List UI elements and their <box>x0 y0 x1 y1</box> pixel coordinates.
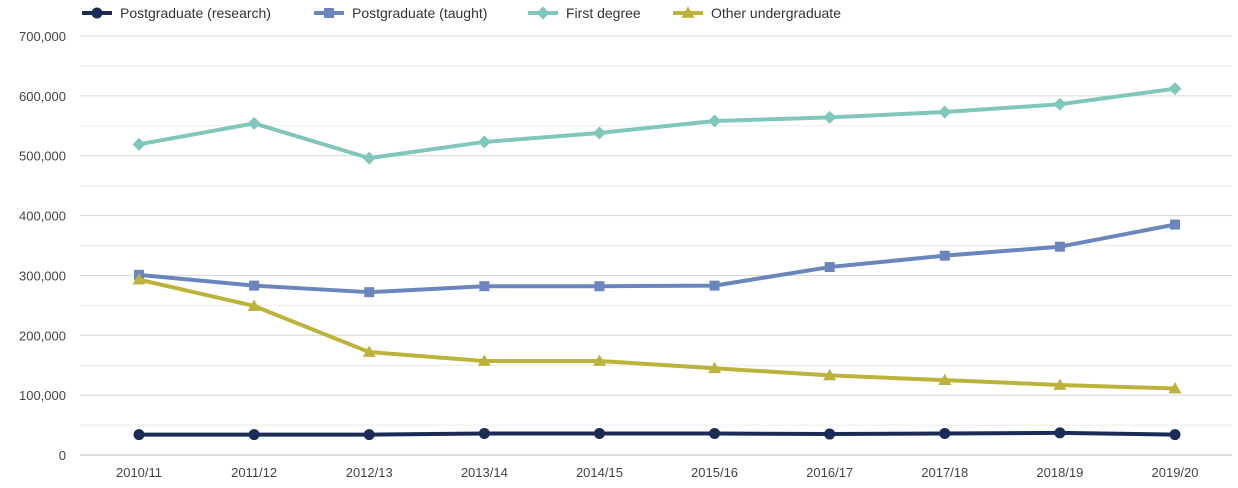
data-point <box>1053 378 1067 390</box>
x-tick-label: 2016/17 <box>806 465 853 480</box>
x-tick-label: 2015/16 <box>691 465 738 480</box>
x-tick-label: 2013/14 <box>461 465 508 480</box>
legend-label: Postgraduate (taught) <box>352 5 487 21</box>
y-tick-label: 100,000 <box>19 388 66 403</box>
data-point <box>362 345 376 357</box>
y-tick-label: 600,000 <box>19 89 66 104</box>
legend-marker <box>324 8 334 18</box>
data-point <box>824 428 836 440</box>
data-point <box>1168 82 1182 96</box>
legend-marker <box>536 6 550 20</box>
y-tick-label: 700,000 <box>19 29 66 44</box>
data-point <box>938 105 952 119</box>
gridlines <box>80 35 1232 456</box>
x-tick-label: 2018/19 <box>1036 465 1083 480</box>
y-tick-label: 200,000 <box>19 328 66 343</box>
series-first-degree <box>132 82 1182 165</box>
data-point <box>709 280 720 291</box>
data-point <box>248 429 260 441</box>
x-tick-label: 2019/20 <box>1152 465 1199 480</box>
data-point <box>1169 429 1181 441</box>
legend-marker <box>91 7 103 19</box>
series-postgraduate-research <box>133 427 1181 441</box>
series-other-undergraduate <box>132 273 1182 394</box>
data-point <box>1054 241 1065 252</box>
data-point <box>1168 382 1182 394</box>
data-point <box>479 281 490 292</box>
y-axis: 0 100,000 200,000 300,000 400,000 500,000 600,… <box>19 29 66 463</box>
data-point <box>593 427 605 439</box>
series-postgraduate-taught <box>134 219 1180 298</box>
data-point <box>249 280 260 291</box>
data-point <box>363 429 375 441</box>
x-tick-label: 2011/12 <box>231 465 277 480</box>
series-lines <box>132 82 1182 441</box>
legend-item: Postgraduate (research) <box>82 5 271 21</box>
x-tick-label: 2010/11 <box>116 465 162 480</box>
y-tick-label: 500,000 <box>19 149 66 164</box>
data-point <box>823 368 837 381</box>
data-point <box>709 427 721 439</box>
data-point <box>364 287 375 298</box>
data-point <box>477 135 491 149</box>
data-point <box>592 354 606 366</box>
data-point <box>823 110 837 124</box>
data-point <box>133 429 145 441</box>
y-tick-label: 400,000 <box>19 209 66 224</box>
x-axis: 2010/11 2011/12 2012/13 2013/14 2014/15 2015/… <box>80 454 1232 480</box>
data-point <box>592 126 606 140</box>
series-line <box>137 222 1177 295</box>
x-tick-label: 2014/15 <box>576 465 623 480</box>
series-line <box>137 86 1177 161</box>
legend-item: Other undergraduate <box>673 5 841 21</box>
x-tick-label: 2012/13 <box>346 465 393 480</box>
y-tick-label: 300,000 <box>19 268 66 283</box>
series-line <box>137 430 1177 437</box>
data-point <box>939 250 950 261</box>
data-point <box>132 273 146 285</box>
data-point <box>938 373 952 386</box>
data-point <box>247 299 261 311</box>
legend-label: First degree <box>566 5 641 21</box>
data-point <box>1054 427 1066 439</box>
legend-label: Other undergraduate <box>711 5 841 21</box>
data-point <box>594 281 605 292</box>
legend-label: Postgraduate (research) <box>120 5 271 21</box>
data-point <box>478 427 490 439</box>
x-tick-label: 2017/18 <box>921 465 968 480</box>
data-point <box>824 262 835 273</box>
data-point <box>362 151 376 165</box>
y-tick-label: 0 <box>59 448 66 463</box>
legend-marker <box>681 6 695 18</box>
data-point <box>708 361 722 374</box>
data-point <box>247 116 261 130</box>
data-point <box>477 354 491 366</box>
data-point <box>1053 97 1067 111</box>
data-point <box>132 137 146 151</box>
series-line <box>137 277 1177 391</box>
data-point <box>708 114 722 128</box>
data-point <box>1170 219 1180 230</box>
data-point <box>939 427 951 439</box>
legend: Postgraduate (research) Postgraduate (tau… <box>82 5 841 21</box>
legend-item: First degree <box>528 5 641 21</box>
legend-item: Postgraduate (taught) <box>314 5 487 21</box>
